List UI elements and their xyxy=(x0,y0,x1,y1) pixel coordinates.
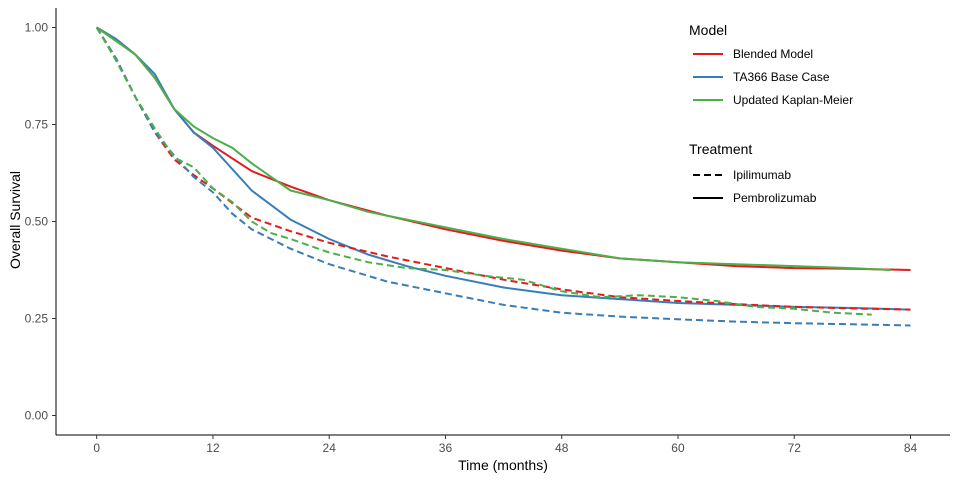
legend-label-ta366-base-case: TA366 Base Case xyxy=(733,70,830,84)
y-tick-label: 0.50 xyxy=(25,215,49,229)
series-line-updated-kaplan-meier-ipilimumab xyxy=(95,26,872,316)
x-tick-label: 24 xyxy=(323,441,337,455)
y-tick-label: 0.25 xyxy=(25,312,49,326)
y-axis-ticks: 0.00 0.25 0.50 0.75 1.00 xyxy=(25,21,56,423)
y-tick-label: 0.00 xyxy=(25,409,49,423)
legend-treatment-entries: Ipilimumab Pembrolizumab xyxy=(693,168,817,205)
x-tick-label: 84 xyxy=(904,441,918,455)
legend-label-blended-model: Blended Model xyxy=(733,47,813,61)
series-line-ta366-base-case-ipilimumab xyxy=(95,26,911,327)
x-tick-label: 72 xyxy=(788,441,802,455)
y-axis-title: Overall Survival xyxy=(7,171,23,269)
legend: Model Blended Model TA366 Base Case Update… xyxy=(689,22,853,205)
legend-label-updated-kaplan-meier: Updated Kaplan-Meier xyxy=(733,93,853,107)
series-line-ta366-base-case-pembrolizumab xyxy=(96,26,911,311)
legend-label-ipilimumab: Ipilimumab xyxy=(733,168,791,182)
series-line-updated-kaplan-meier-pembrolizumab xyxy=(96,26,892,271)
y-tick-label: 0.75 xyxy=(25,118,49,132)
series-lines xyxy=(95,26,911,327)
x-axis-ticks: 0 12 24 36 48 60 72 84 xyxy=(93,435,917,455)
y-tick-label: 1.00 xyxy=(25,21,49,35)
x-tick-label: 36 xyxy=(439,441,453,455)
x-tick-label: 12 xyxy=(206,441,220,455)
x-tick-label: 0 xyxy=(93,441,100,455)
x-tick-label: 60 xyxy=(671,441,685,455)
legend-treatment-title: Treatment xyxy=(689,141,752,157)
legend-model-entries: Blended Model TA366 Base Case Updated Kapl… xyxy=(693,47,853,107)
legend-model-title: Model xyxy=(689,22,727,38)
legend-label-pembrolizumab: Pembrolizumab xyxy=(733,191,817,205)
x-axis-title: Time (months) xyxy=(458,457,548,473)
series-line-blended-model-pembrolizumab xyxy=(96,26,911,271)
plot-area: 0 12 24 36 48 60 72 84 0.00 0.25 0.50 0.75 1.00 xyxy=(25,8,950,455)
x-tick-label: 48 xyxy=(555,441,569,455)
